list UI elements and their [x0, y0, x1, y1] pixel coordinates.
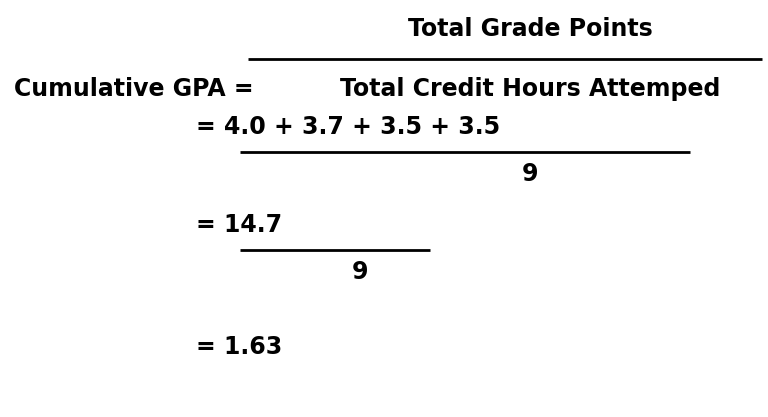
Text: = 1.63: = 1.63	[196, 335, 283, 359]
Text: = 4.0 + 3.7 + 3.5 + 3.5: = 4.0 + 3.7 + 3.5 + 3.5	[196, 115, 500, 139]
Text: Total Credit Hours Attemped: Total Credit Hours Attemped	[339, 77, 720, 101]
Text: 9: 9	[521, 162, 538, 186]
Text: = 14.7: = 14.7	[196, 213, 282, 237]
Text: Cumulative GPA =: Cumulative GPA =	[14, 77, 262, 101]
Text: Total Grade Points: Total Grade Points	[408, 17, 652, 41]
Text: 9: 9	[352, 260, 368, 284]
